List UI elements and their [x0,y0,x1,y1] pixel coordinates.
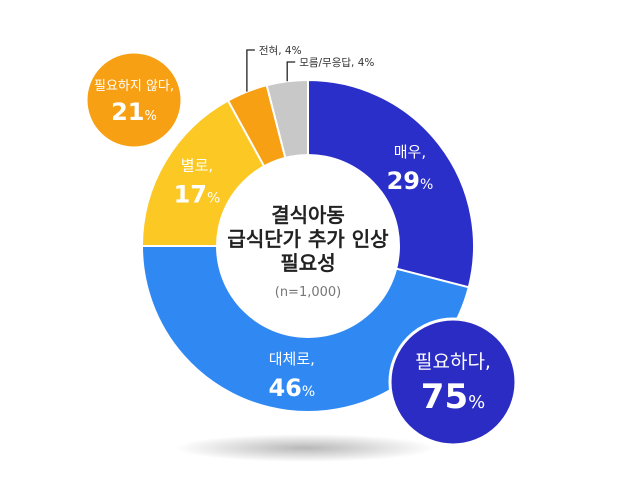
summary-bubble-label: 필요하지 않다, [94,79,174,94]
slice-label-name: 별로, [181,156,213,174]
callout-label: 모름/무응답, 4% [299,57,374,69]
summary-bubble [388,317,518,447]
slice-label-value: 29% [387,167,434,195]
summary-bubble-value: 21% [111,98,157,126]
slice-labels: 매우, 29% 대체로, 46% 별로, 17% [174,143,434,402]
summary-bubble [84,50,184,150]
summary-bubbles: 필요하다, 75% 필요하지 않다, 21% [84,50,518,447]
callouts: 전혀, 4%모름/무응답, 4% [246,45,374,92]
callout-label: 전혀, 4% [259,45,302,57]
callout-line [246,49,255,92]
center-title-line: 결식아동 [271,203,345,227]
callout-line [286,61,296,82]
chart-shadow [175,434,435,462]
summary-bubble-value: 75% [421,377,485,417]
summary-bubble-label: 필요하다, [415,351,491,373]
slice-label-value: 17% [174,180,221,208]
slice-label-name: 매우, [394,143,426,161]
sample-size-label: (n=1,000) [275,285,342,300]
donut-hole [216,154,400,338]
center-title-line: 필요성 [280,251,335,275]
center-title-line: 급식단가 추가 인상 [227,227,389,251]
slice-label-name: 대체로, [269,350,315,368]
slice-label-value: 46% [268,374,315,402]
